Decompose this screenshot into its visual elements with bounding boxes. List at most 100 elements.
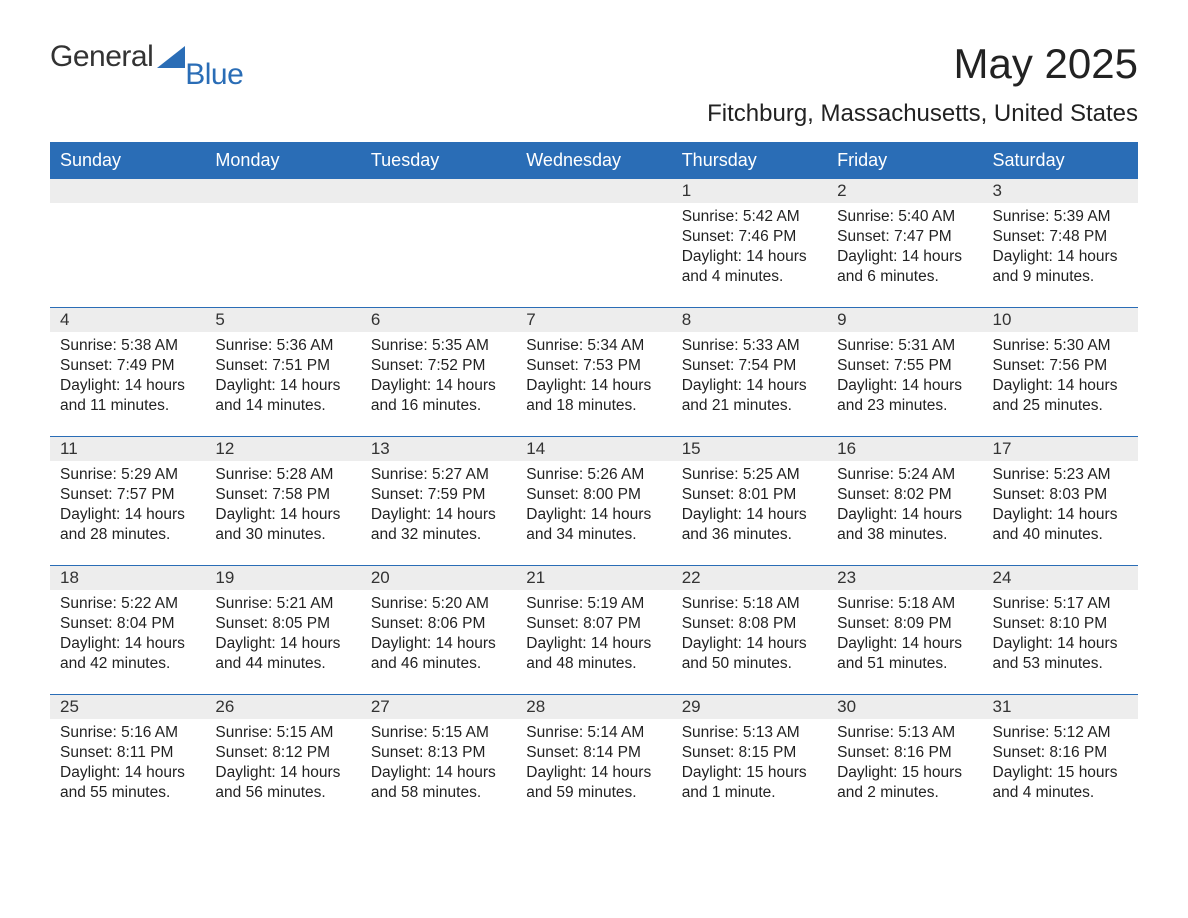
sunrise-text: Sunrise: 5:19 AM (526, 594, 661, 614)
header: General Blue May 2025 (50, 40, 1138, 92)
sunrise-text: Sunrise: 5:26 AM (526, 465, 661, 485)
day-number: 1 (672, 179, 827, 203)
calendar-day: 30Sunrise: 5:13 AMSunset: 8:16 PMDayligh… (827, 695, 982, 823)
calendar-day: 6Sunrise: 5:35 AMSunset: 7:52 PMDaylight… (361, 308, 516, 436)
calendar-day: 31Sunrise: 5:12 AMSunset: 8:16 PMDayligh… (983, 695, 1138, 823)
calendar-week: 25Sunrise: 5:16 AMSunset: 8:11 PMDayligh… (50, 694, 1138, 823)
day-body (50, 203, 205, 283)
day-body: Sunrise: 5:20 AMSunset: 8:06 PMDaylight:… (361, 590, 516, 681)
day-number (205, 179, 360, 203)
day-body: Sunrise: 5:15 AMSunset: 8:13 PMDaylight:… (361, 719, 516, 810)
day-body: Sunrise: 5:28 AMSunset: 7:58 PMDaylight:… (205, 461, 360, 552)
day-body: Sunrise: 5:15 AMSunset: 8:12 PMDaylight:… (205, 719, 360, 810)
sunrise-text: Sunrise: 5:36 AM (215, 336, 350, 356)
calendar-week: 4Sunrise: 5:38 AMSunset: 7:49 PMDaylight… (50, 307, 1138, 436)
sunrise-text: Sunrise: 5:17 AM (993, 594, 1128, 614)
day-number: 24 (983, 566, 1138, 590)
sunset-text: Sunset: 7:55 PM (837, 356, 972, 376)
calendar: Sunday Monday Tuesday Wednesday Thursday… (50, 142, 1138, 823)
sunrise-text: Sunrise: 5:38 AM (60, 336, 195, 356)
daylight-text: Daylight: 14 hours and 48 minutes. (526, 634, 661, 674)
calendar-day: 3Sunrise: 5:39 AMSunset: 7:48 PMDaylight… (983, 179, 1138, 307)
daylight-text: Daylight: 14 hours and 38 minutes. (837, 505, 972, 545)
sunrise-text: Sunrise: 5:13 AM (682, 723, 817, 743)
sunrise-text: Sunrise: 5:18 AM (837, 594, 972, 614)
day-body: Sunrise: 5:17 AMSunset: 8:10 PMDaylight:… (983, 590, 1138, 681)
sunrise-text: Sunrise: 5:29 AM (60, 465, 195, 485)
daylight-text: Daylight: 14 hours and 59 minutes. (526, 763, 661, 803)
sunset-text: Sunset: 8:05 PM (215, 614, 350, 634)
day-body: Sunrise: 5:42 AMSunset: 7:46 PMDaylight:… (672, 203, 827, 294)
sunset-text: Sunset: 8:08 PM (682, 614, 817, 634)
day-body: Sunrise: 5:36 AMSunset: 7:51 PMDaylight:… (205, 332, 360, 423)
day-number: 2 (827, 179, 982, 203)
day-body: Sunrise: 5:31 AMSunset: 7:55 PMDaylight:… (827, 332, 982, 423)
sunset-text: Sunset: 7:59 PM (371, 485, 506, 505)
day-body: Sunrise: 5:22 AMSunset: 8:04 PMDaylight:… (50, 590, 205, 681)
weekday-label: Tuesday (361, 144, 516, 179)
day-number: 19 (205, 566, 360, 590)
daylight-text: Daylight: 14 hours and 55 minutes. (60, 763, 195, 803)
calendar-day: 1Sunrise: 5:42 AMSunset: 7:46 PMDaylight… (672, 179, 827, 307)
sunset-text: Sunset: 8:11 PM (60, 743, 195, 763)
calendar-day: 25Sunrise: 5:16 AMSunset: 8:11 PMDayligh… (50, 695, 205, 823)
calendar-day: 26Sunrise: 5:15 AMSunset: 8:12 PMDayligh… (205, 695, 360, 823)
sunrise-text: Sunrise: 5:33 AM (682, 336, 817, 356)
calendar-day: 23Sunrise: 5:18 AMSunset: 8:09 PMDayligh… (827, 566, 982, 694)
calendar-day: 21Sunrise: 5:19 AMSunset: 8:07 PMDayligh… (516, 566, 671, 694)
calendar-day: 12Sunrise: 5:28 AMSunset: 7:58 PMDayligh… (205, 437, 360, 565)
sunrise-text: Sunrise: 5:34 AM (526, 336, 661, 356)
sunset-text: Sunset: 8:02 PM (837, 485, 972, 505)
sunrise-text: Sunrise: 5:13 AM (837, 723, 972, 743)
day-number: 25 (50, 695, 205, 719)
daylight-text: Daylight: 14 hours and 51 minutes. (837, 634, 972, 674)
day-body: Sunrise: 5:14 AMSunset: 8:14 PMDaylight:… (516, 719, 671, 810)
sunrise-text: Sunrise: 5:40 AM (837, 207, 972, 227)
day-body: Sunrise: 5:18 AMSunset: 8:08 PMDaylight:… (672, 590, 827, 681)
day-number: 16 (827, 437, 982, 461)
day-number: 28 (516, 695, 671, 719)
sunset-text: Sunset: 8:00 PM (526, 485, 661, 505)
sunrise-text: Sunrise: 5:12 AM (993, 723, 1128, 743)
sunrise-text: Sunrise: 5:30 AM (993, 336, 1128, 356)
day-body: Sunrise: 5:38 AMSunset: 7:49 PMDaylight:… (50, 332, 205, 423)
day-body: Sunrise: 5:13 AMSunset: 8:15 PMDaylight:… (672, 719, 827, 810)
day-body: Sunrise: 5:19 AMSunset: 8:07 PMDaylight:… (516, 590, 671, 681)
day-number (50, 179, 205, 203)
sunrise-text: Sunrise: 5:15 AM (215, 723, 350, 743)
calendar-day: 17Sunrise: 5:23 AMSunset: 8:03 PMDayligh… (983, 437, 1138, 565)
brand-text-2: Blue (185, 58, 243, 92)
weekday-label: Monday (205, 144, 360, 179)
day-body: Sunrise: 5:30 AMSunset: 7:56 PMDaylight:… (983, 332, 1138, 423)
calendar-day: 2Sunrise: 5:40 AMSunset: 7:47 PMDaylight… (827, 179, 982, 307)
day-number: 31 (983, 695, 1138, 719)
sunrise-text: Sunrise: 5:39 AM (993, 207, 1128, 227)
sunset-text: Sunset: 7:58 PM (215, 485, 350, 505)
calendar-day: 14Sunrise: 5:26 AMSunset: 8:00 PMDayligh… (516, 437, 671, 565)
day-body (205, 203, 360, 283)
sunrise-text: Sunrise: 5:42 AM (682, 207, 817, 227)
sunset-text: Sunset: 8:03 PM (993, 485, 1128, 505)
daylight-text: Daylight: 14 hours and 6 minutes. (837, 247, 972, 287)
sunset-text: Sunset: 8:10 PM (993, 614, 1128, 634)
calendar-day: 11Sunrise: 5:29 AMSunset: 7:57 PMDayligh… (50, 437, 205, 565)
day-body: Sunrise: 5:29 AMSunset: 7:57 PMDaylight:… (50, 461, 205, 552)
daylight-text: Daylight: 14 hours and 58 minutes. (371, 763, 506, 803)
sunset-text: Sunset: 7:54 PM (682, 356, 817, 376)
sunset-text: Sunset: 8:07 PM (526, 614, 661, 634)
sunrise-text: Sunrise: 5:14 AM (526, 723, 661, 743)
weekday-label: Friday (827, 144, 982, 179)
sunset-text: Sunset: 8:16 PM (993, 743, 1128, 763)
day-body: Sunrise: 5:12 AMSunset: 8:16 PMDaylight:… (983, 719, 1138, 810)
day-number: 12 (205, 437, 360, 461)
day-body: Sunrise: 5:34 AMSunset: 7:53 PMDaylight:… (516, 332, 671, 423)
day-body: Sunrise: 5:26 AMSunset: 8:00 PMDaylight:… (516, 461, 671, 552)
sunrise-text: Sunrise: 5:31 AM (837, 336, 972, 356)
daylight-text: Daylight: 14 hours and 36 minutes. (682, 505, 817, 545)
sunset-text: Sunset: 7:49 PM (60, 356, 195, 376)
day-number: 3 (983, 179, 1138, 203)
day-number: 6 (361, 308, 516, 332)
day-number (516, 179, 671, 203)
day-body: Sunrise: 5:24 AMSunset: 8:02 PMDaylight:… (827, 461, 982, 552)
sunrise-text: Sunrise: 5:27 AM (371, 465, 506, 485)
